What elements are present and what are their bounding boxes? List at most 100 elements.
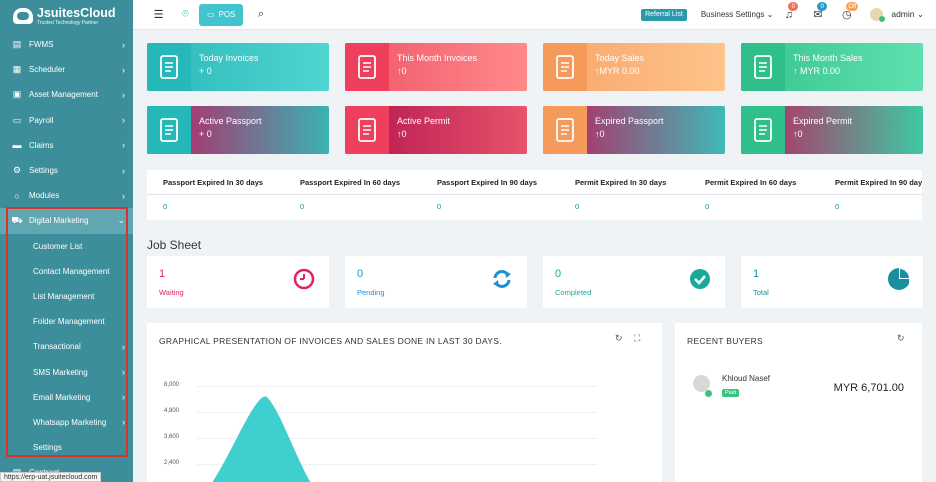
sidebar-item-settings[interactable]: ⚙ Settings › — [0, 158, 133, 183]
submenu-label: Customer List — [33, 241, 83, 251]
card-value: ↑0 — [397, 66, 407, 76]
buyer-name[interactable]: Khloud Nasef — [722, 374, 771, 383]
submenu-contact-management[interactable]: Contact Management — [0, 259, 133, 284]
card-value: + 0 — [199, 129, 212, 139]
job-card[interactable]: 0 Pending — [345, 256, 527, 308]
mail-icon[interactable]: ✉ 0 — [810, 2, 828, 22]
submenu-folder-management[interactable]: Folder Management — [0, 309, 133, 334]
summary-card[interactable]: This Month Invoices ↑0 — [345, 43, 527, 91]
summary-card[interactable]: Expired Permit ↑0 — [741, 106, 923, 154]
submenu-label: Folder Management — [33, 317, 105, 327]
bell-badge: 0 — [788, 2, 799, 11]
table-cell[interactable]: 0 — [437, 202, 442, 211]
money-icon: ▭ — [12, 114, 22, 125]
job-value: 0 — [357, 268, 364, 280]
sidebar-item-label: Asset Management — [29, 90, 98, 100]
table-cell[interactable]: 0 — [705, 202, 710, 211]
summary-card[interactable]: Today Invoices + 0 — [147, 43, 329, 91]
pos-button[interactable]: ▭ POS — [199, 3, 244, 26]
sidebar-item-fwms[interactable]: ▤ FWMS › — [0, 32, 133, 57]
sidebar: JsuitesCloud Trusted Technology Partner … — [0, 0, 133, 482]
grid-line — [197, 438, 597, 439]
pos-icon: ▭ — [207, 10, 215, 19]
summary-card[interactable]: This Month Sales ↑ MYR 0.00 — [741, 43, 923, 91]
table-cell[interactable]: 0 — [300, 202, 305, 211]
job-value: 0 — [555, 268, 562, 280]
top-navbar: ☰ ⌾ ▭ POS ⌕ Referral List Business Settin… — [133, 0, 936, 30]
card-value: ↑0 — [595, 129, 605, 139]
receipt-icon: ▬ — [12, 140, 22, 151]
hamburger-icon[interactable]: ☰ — [153, 9, 164, 21]
summary-card[interactable]: Today Sales ↑MYR 0.00 — [543, 43, 725, 91]
referral-list-button[interactable]: Referral List — [641, 8, 687, 21]
location-pin-icon[interactable]: ⌾ — [182, 8, 189, 20]
bell-icon[interactable]: ♫ 0 — [781, 2, 799, 22]
wallet-icon — [741, 106, 785, 154]
sidebar-item-modules[interactable]: ○ Modules › — [0, 183, 133, 208]
chevron-right-icon: › — [122, 417, 125, 428]
recent-buyers-panel: RECENT BUYERS ↻ Khloud Nasef Paid MYR 6,… — [675, 323, 922, 482]
y-tick-label: 3,600 — [164, 434, 180, 440]
table-cell[interactable]: 0 — [163, 202, 168, 211]
summary-card[interactable]: Active Passport + 0 — [147, 106, 329, 154]
table-header: Permit Expired In 60 days — [705, 178, 797, 187]
refresh-icon[interactable]: ↻ — [615, 333, 623, 343]
table-header: Permit Expired In 90 days — [835, 178, 922, 187]
buyer-avatar — [693, 375, 710, 392]
table-cell[interactable]: 0 — [835, 202, 840, 211]
gear-icon: ⚙ — [12, 165, 22, 176]
refresh-icon[interactable]: ↻ — [897, 333, 905, 343]
notebook-icon — [345, 43, 389, 91]
card-title: Today Invoices — [199, 53, 259, 63]
refresh-icon — [491, 268, 513, 290]
table-header: Passport Expired In 90 days — [437, 178, 538, 187]
job-sheet-title: Job Sheet — [147, 238, 202, 252]
chevron-down-icon: ⌄ — [766, 10, 774, 19]
status-url: https://erp-uat.jsuitecloud.com — [0, 472, 102, 482]
summary-card[interactable]: Expired Passport ↑0 — [543, 106, 725, 154]
grid-line — [197, 412, 597, 413]
submenu-customer-list[interactable]: Customer List — [0, 234, 133, 259]
buyer-amount: MYR 6,701.00 — [833, 382, 904, 394]
box-icon: ▣ — [12, 89, 22, 100]
table-cell[interactable]: 0 — [575, 202, 580, 211]
clock-icon[interactable]: ◷ Off — [842, 2, 859, 21]
sidebar-item-digital-marketing[interactable]: ⛟ Digital Marketing ⌄ — [0, 208, 133, 234]
table-header: Passport Expired In 60 days — [300, 178, 401, 187]
sidebar-item-label: Settings — [29, 166, 58, 176]
sidebar-item-payroll[interactable]: ▭ Payroll › — [0, 108, 133, 133]
summary-card[interactable]: Active Permit ↑0 — [345, 106, 527, 154]
job-card[interactable]: 1 Total — [741, 256, 923, 308]
job-card[interactable]: 0 Completed — [543, 256, 725, 308]
submenu-label: Transactional — [33, 342, 81, 352]
submenu-settings[interactable]: Settings — [0, 435, 133, 460]
table-divider — [147, 194, 922, 195]
submenu-sms-marketing[interactable]: SMS Marketing › — [0, 359, 133, 384]
business-settings-dropdown[interactable]: Business Settings ⌄ — [701, 10, 774, 19]
submenu-list-management[interactable]: List Management — [0, 284, 133, 309]
sidebar-item-asset-management[interactable]: ▣ Asset Management › — [0, 82, 133, 107]
submenu-whatsapp-marketing[interactable]: Whatsapp Marketing › — [0, 410, 133, 435]
cloud-logo-icon — [13, 8, 33, 24]
card-title: This Month Sales — [793, 53, 863, 63]
sidebar-item-label: Digital Marketing — [29, 216, 89, 226]
chevron-right-icon: › — [122, 115, 125, 126]
clock-badge: Off — [846, 2, 859, 11]
table-header: Passport Expired In 30 days — [163, 178, 264, 187]
submenu-label: Contact Management — [33, 266, 110, 276]
search-icon[interactable]: ⌕ — [257, 8, 265, 20]
brand-logo[interactable]: JsuitesCloud Trusted Technology Partner — [0, 0, 133, 32]
user-menu[interactable]: admin ⌄ — [891, 9, 924, 20]
calendar-icon: ▦ — [12, 64, 22, 75]
fullscreen-icon[interactable]: ⛶ — [634, 333, 641, 343]
submenu-email-marketing[interactable]: Email Marketing › — [0, 385, 133, 410]
submenu-transactional[interactable]: Transactional › — [0, 334, 133, 359]
chevron-right-icon: › — [122, 89, 125, 100]
card-value: + 0 — [199, 66, 212, 76]
job-card[interactable]: 1 Waiting — [147, 256, 329, 308]
avatar[interactable] — [870, 8, 886, 22]
sidebar-item-claims[interactable]: ▬ Claims › — [0, 133, 133, 158]
sidebar-item-scheduler[interactable]: ▦ Scheduler › — [0, 57, 133, 82]
job-label: Waiting — [159, 288, 184, 297]
